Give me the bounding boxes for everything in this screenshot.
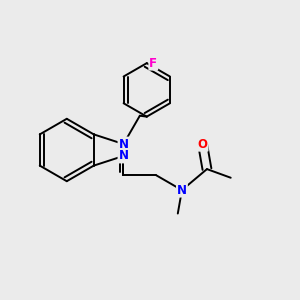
Text: N: N <box>118 149 128 163</box>
Text: F: F <box>149 57 157 70</box>
Text: O: O <box>198 138 208 151</box>
Text: N: N <box>177 184 187 196</box>
Text: N: N <box>118 137 128 151</box>
